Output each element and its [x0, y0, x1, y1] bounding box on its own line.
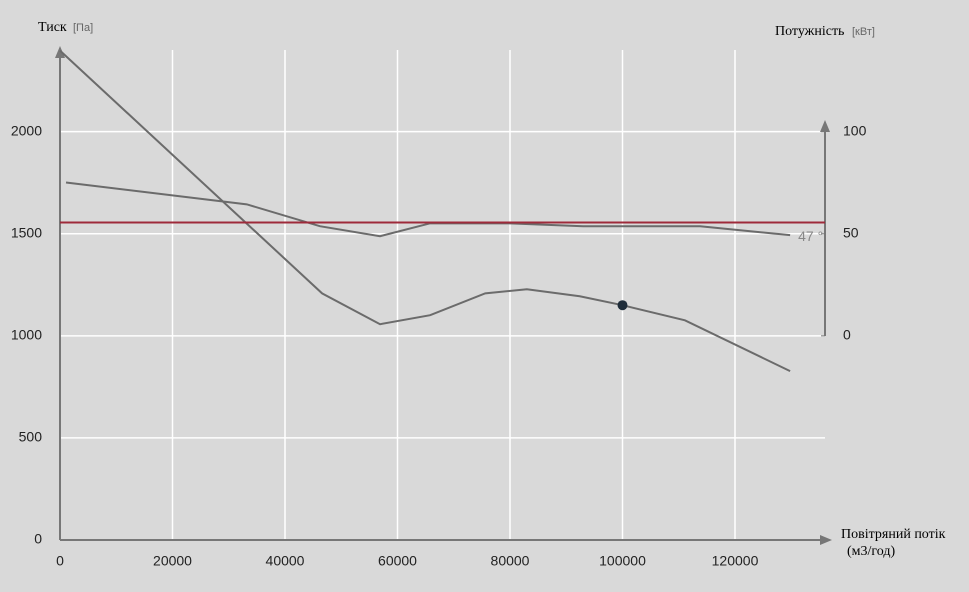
y2-axis-arrow: [820, 120, 830, 132]
y2-tick-label: 50: [843, 224, 859, 240]
y2-tick-label: 100: [843, 122, 867, 138]
x-tick-label: 40000: [266, 553, 305, 569]
y2-axis-unit: [кВт]: [852, 26, 875, 38]
grid: [59, 50, 825, 541]
x-tick-label: 60000: [378, 553, 417, 569]
y2-tick-label: 0: [843, 327, 851, 343]
x-axis-unit: (м3/год): [847, 544, 896, 559]
y2-axis-title: Потужність: [775, 24, 844, 39]
y-tick-label: 1000: [11, 327, 42, 343]
y-axis-unit: [Па]: [73, 22, 93, 34]
x-tick-label: 0: [56, 553, 64, 569]
y-axis-arrow: [55, 46, 65, 58]
y-tick-label: 0: [34, 531, 42, 547]
y-tick-label: 2000: [11, 122, 42, 138]
x-tick-label: 80000: [491, 553, 530, 569]
annotation: 47 °: [798, 228, 823, 244]
operating-point: [617, 300, 628, 311]
x-axis-title: Повітряний потік: [841, 527, 946, 542]
x-tick-label: 20000: [153, 553, 192, 569]
x-axis-arrow: [820, 535, 832, 545]
series-line: [59, 49, 791, 373]
x-tick-label: 100000: [599, 553, 646, 569]
x-tick-label: 120000: [712, 553, 759, 569]
y-axis-title: Тиск: [38, 20, 67, 35]
y-tick-label: 500: [19, 429, 43, 445]
y-tick-label: 1500: [11, 224, 42, 240]
